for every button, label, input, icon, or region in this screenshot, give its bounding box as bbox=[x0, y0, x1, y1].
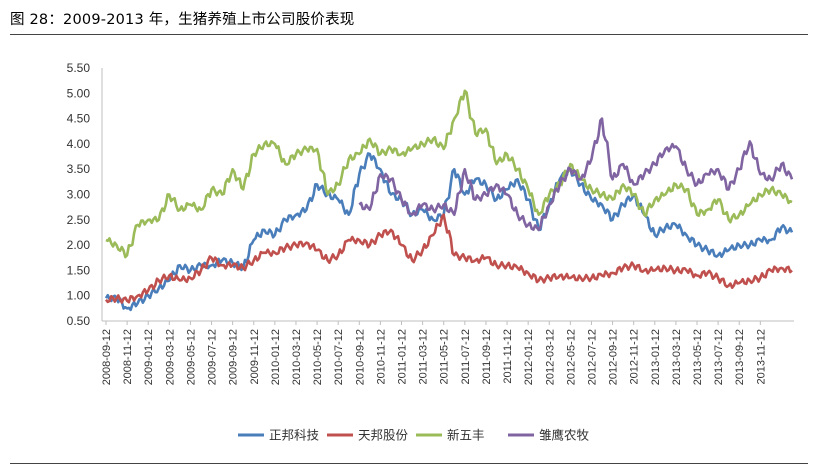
y-tick-label: 2.50 bbox=[67, 213, 91, 227]
y-tick-label: 3.00 bbox=[67, 188, 91, 202]
legend: 正邦科技 天邦股份 新五丰 雏鹰农牧 bbox=[238, 428, 590, 443]
x-tick-label: 2011-01-12 bbox=[397, 329, 409, 384]
series-layer bbox=[104, 89, 794, 312]
y-tick-label: 2.00 bbox=[67, 238, 91, 252]
x-tick-label: 2012-03-12 bbox=[544, 329, 556, 385]
x-tick-label: 2013-05-12 bbox=[692, 329, 704, 385]
x-tick-label: 2009-07-12 bbox=[207, 329, 219, 385]
series-line-1 bbox=[104, 152, 794, 312]
x-tick-label: 2011-11-12 bbox=[502, 329, 514, 384]
x-tick-label: 2009-11-12 bbox=[249, 329, 261, 384]
x-tick-label: 2012-09-12 bbox=[608, 329, 620, 385]
legend-label-4: 雏鹰农牧 bbox=[539, 428, 590, 443]
x-tick-label: 2013-09-12 bbox=[734, 329, 746, 385]
x-tick-label: 2009-09-12 bbox=[228, 329, 240, 385]
y-tick-label: 1.00 bbox=[67, 289, 91, 303]
y-tick-label: 4.50 bbox=[67, 112, 91, 126]
y-tick-label: 4.00 bbox=[67, 137, 91, 151]
x-tick-label: 2009-05-12 bbox=[185, 329, 197, 385]
x-tick-label: 2012-07-12 bbox=[586, 329, 598, 385]
x-tick-label: 2008-11-12 bbox=[122, 329, 134, 384]
x-tick-label: 2008-09-12 bbox=[101, 329, 113, 385]
x-tick-label: 2013-03-12 bbox=[671, 329, 683, 385]
y-tick-labels: 5.50 5.00 4.50 4.00 3.50 3.00 2.50 2.00 1.50 1.00… bbox=[67, 61, 91, 328]
y-tick-label: 5.50 bbox=[67, 61, 91, 75]
x-tick-label: 2012-11-12 bbox=[629, 329, 641, 384]
x-tick-label: 2011-09-12 bbox=[481, 329, 493, 384]
x-tick-label: 2010-11-12 bbox=[375, 329, 387, 384]
legend-label-1: 正邦科技 bbox=[269, 428, 320, 443]
x-tick-labels: 2008-09-12 2008-11-12 2009-01-12 2009-03-12… bbox=[101, 321, 767, 385]
x-tick-label: 2011-07-12 bbox=[460, 329, 472, 384]
y-tick-label: 5.00 bbox=[67, 86, 91, 100]
x-tick-label: 2010-03-12 bbox=[291, 329, 303, 385]
x-tick-label: 2009-01-12 bbox=[143, 329, 155, 385]
series-line-4 bbox=[358, 117, 794, 232]
x-tick-label: 2010-05-12 bbox=[312, 329, 324, 385]
x-tick-label: 2012-01-12 bbox=[523, 329, 535, 385]
y-tick-label: 0.50 bbox=[67, 314, 91, 328]
y-tick-label: 3.50 bbox=[67, 162, 91, 176]
x-tick-label: 2010-07-12 bbox=[333, 329, 345, 385]
legend-label-2: 天邦股份 bbox=[358, 428, 409, 443]
x-tick-label: 2012-05-12 bbox=[565, 329, 577, 385]
series-line-3 bbox=[105, 89, 793, 259]
top-rule bbox=[10, 34, 808, 35]
x-tick-label: 2013-01-12 bbox=[650, 329, 662, 385]
y-tick-label: 1.50 bbox=[67, 263, 91, 277]
x-tick-label: 2011-03-12 bbox=[418, 329, 430, 384]
bottom-rule bbox=[10, 463, 808, 464]
x-tick-label: 2009-03-12 bbox=[164, 329, 176, 385]
figure-title: 图 28：2009-2013 年，生猪养殖上市公司股价表现 bbox=[10, 12, 355, 28]
x-tick-label: 2010-01-12 bbox=[270, 329, 282, 385]
x-tick-label: 2010-09-12 bbox=[354, 329, 366, 385]
legend-label-3: 新五丰 bbox=[447, 428, 485, 443]
x-tick-label: 2013-11-12 bbox=[755, 329, 767, 384]
x-tick-label: 2011-05-12 bbox=[439, 329, 451, 384]
x-tick-label: 2013-07-12 bbox=[713, 329, 725, 385]
series-line-2 bbox=[104, 213, 793, 304]
